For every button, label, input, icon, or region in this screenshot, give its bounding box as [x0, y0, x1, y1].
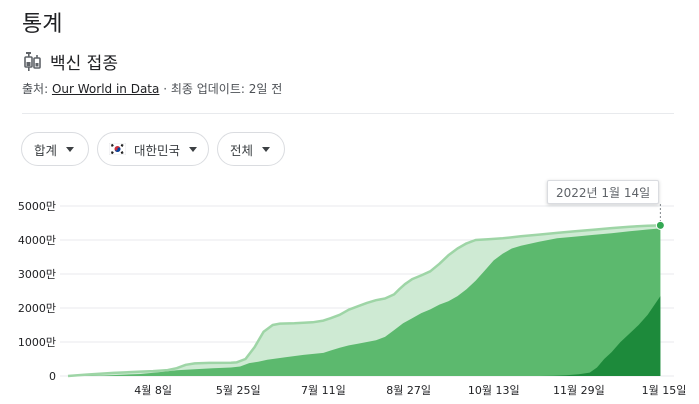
country-filter-dropdown[interactable]: 대한민국: [97, 132, 209, 166]
dose-filter-dropdown[interactable]: 전체: [217, 132, 285, 166]
korea-flag-icon: [109, 143, 126, 155]
x-tick-label: 11월 29일: [553, 383, 605, 397]
dose-filter-label: 전체: [230, 142, 254, 158]
chevron-down-icon: [262, 146, 271, 152]
source-line: 출처: Our World in Data · 최종 업데이트: 2일 전: [22, 80, 282, 97]
x-tick-label: 8월 27일: [386, 383, 431, 397]
page-title: 통계: [22, 12, 63, 37]
chevron-down-icon: [189, 146, 198, 152]
vaccination-area-chart[interactable]: 0 1000만 2000만 3000만 4000만 5000만 4월 8일 5월 25일 7월 …: [0, 178, 699, 404]
y-tick-label: 4000만: [18, 234, 56, 247]
y-tick-label: 3000만: [18, 268, 56, 281]
x-tick-label: 10월 13일: [468, 383, 520, 397]
section-header: 백신 접종: [22, 49, 118, 74]
total-filter-label: 합계: [34, 142, 58, 158]
syringe-icon: [24, 51, 41, 71]
section-title: 백신 접종: [50, 54, 118, 74]
y-tick-label: 2000만: [18, 302, 56, 315]
country-filter-label: 대한민국: [134, 142, 181, 158]
x-tick-label: 4월 8일: [134, 383, 172, 397]
series-1-line: [67, 224, 661, 378]
y-tick-label: 1000만: [18, 336, 56, 349]
chevron-down-icon: [66, 146, 75, 152]
hover-marker: [655, 220, 665, 230]
date-tooltip: 2022년 1월 14일: [547, 180, 660, 204]
y-tick-label: 0: [49, 370, 56, 383]
total-filter-dropdown[interactable]: 합계: [21, 132, 89, 166]
series-2-area: [68, 228, 661, 376]
source-link[interactable]: Our World in Data: [51, 82, 160, 96]
x-tick-label: 5월 25일: [216, 383, 261, 397]
x-tick-label: 1월 15일: [642, 383, 687, 397]
y-tick-label: 5000만: [18, 200, 56, 213]
update-info: · 최종 업데이트: 2일 전: [159, 82, 283, 96]
x-tick-label: 7월 11일: [301, 383, 346, 397]
source-prefix: 출처:: [22, 82, 52, 96]
series-3-area: [68, 296, 661, 376]
divider: [22, 113, 674, 114]
